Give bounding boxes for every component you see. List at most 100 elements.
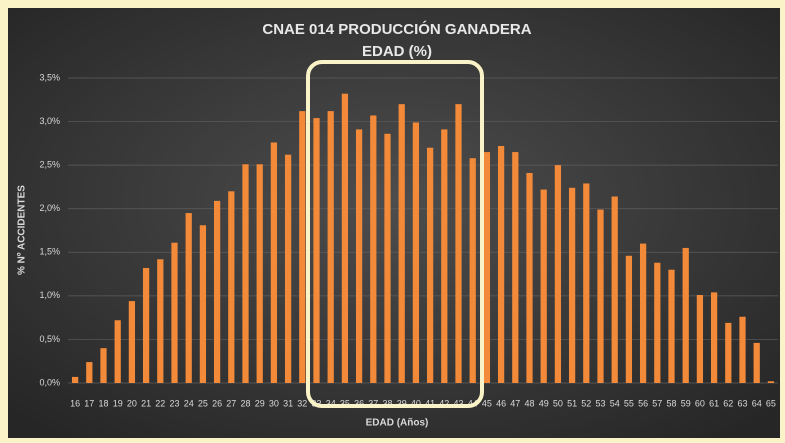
x-tick-label: 38 xyxy=(382,398,392,408)
bar xyxy=(171,242,178,383)
bar xyxy=(86,362,93,383)
x-tick-label: 47 xyxy=(510,398,520,408)
x-tick-label: 30 xyxy=(269,398,279,408)
bar xyxy=(157,259,164,383)
x-tick-label: 50 xyxy=(553,398,563,408)
bar xyxy=(767,381,775,383)
x-tick-label: 26 xyxy=(212,398,222,408)
x-tick-label: 29 xyxy=(255,398,265,408)
bar xyxy=(384,133,391,383)
bar xyxy=(625,255,633,383)
x-tick-label: 62 xyxy=(723,398,733,408)
x-tick-label: 42 xyxy=(439,398,449,408)
bar xyxy=(412,122,420,383)
bar xyxy=(696,294,704,383)
x-tick-label: 58 xyxy=(666,398,676,408)
x-tick-label: 34 xyxy=(326,398,336,408)
bar xyxy=(526,172,533,383)
bar xyxy=(753,342,760,383)
bar xyxy=(568,187,576,383)
x-tick-label: 22 xyxy=(155,398,165,408)
x-tick-label: 18 xyxy=(98,398,108,408)
x-tick-label: 35 xyxy=(340,398,350,408)
x-tick-label: 63 xyxy=(737,398,747,408)
bar xyxy=(327,111,334,383)
bar xyxy=(355,129,363,383)
x-tick-label: 60 xyxy=(695,398,705,408)
x-tick-label: 45 xyxy=(482,398,492,408)
x-tick-label: 48 xyxy=(524,398,534,408)
x-tick-label: 54 xyxy=(610,398,620,408)
plot-background xyxy=(8,8,780,438)
y-tick-label: 0,5% xyxy=(39,334,60,344)
bar xyxy=(398,104,405,384)
y-tick-label: 2,0% xyxy=(39,203,60,213)
bar xyxy=(512,152,519,383)
x-tick-label: 31 xyxy=(283,398,293,408)
bar xyxy=(725,322,732,383)
bar xyxy=(597,209,604,383)
x-tick-label: 49 xyxy=(539,398,549,408)
y-tick-label: 3,0% xyxy=(39,116,60,126)
x-tick-label: 64 xyxy=(752,398,762,408)
x-tick-label: 28 xyxy=(240,398,250,408)
bar xyxy=(469,158,476,383)
x-tick-label: 52 xyxy=(581,398,591,408)
x-axis-title: EDAD (Años) xyxy=(366,418,429,429)
bar xyxy=(199,225,207,383)
bar xyxy=(583,183,590,383)
bar xyxy=(441,129,448,383)
x-tick-label: 25 xyxy=(198,398,208,408)
bar xyxy=(668,269,675,383)
x-tick-label: 41 xyxy=(425,398,435,408)
bar xyxy=(185,213,192,383)
bar xyxy=(654,262,661,383)
bar xyxy=(270,142,278,383)
bar xyxy=(497,145,505,383)
x-tick-label: 32 xyxy=(297,398,307,408)
x-tick-label: 20 xyxy=(127,398,137,408)
y-tick-label: 0,0% xyxy=(39,377,60,387)
x-tick-label: 46 xyxy=(496,398,506,408)
x-tick-label: 23 xyxy=(169,398,179,408)
x-tick-label: 19 xyxy=(113,398,123,408)
bar xyxy=(341,93,349,383)
y-tick-label: 1,5% xyxy=(39,247,60,257)
x-tick-label: 61 xyxy=(709,398,719,408)
x-tick-label: 57 xyxy=(652,398,662,408)
x-tick-label: 39 xyxy=(397,398,407,408)
bar xyxy=(284,154,292,383)
highlight-box xyxy=(306,60,484,408)
chart-subtitle: EDAD (%) xyxy=(362,43,432,60)
y-tick-label: 2,5% xyxy=(39,160,60,170)
x-tick-label: 37 xyxy=(368,398,378,408)
x-tick-label: 56 xyxy=(638,398,648,408)
bar xyxy=(256,164,263,383)
bar xyxy=(611,196,618,383)
x-tick-label: 21 xyxy=(141,398,151,408)
y-tick-label: 3,5% xyxy=(39,72,60,82)
y-tick-label: 1,0% xyxy=(39,290,60,300)
bar xyxy=(299,111,306,383)
bar xyxy=(426,147,434,383)
x-tick-label: 59 xyxy=(681,398,691,408)
bar xyxy=(313,118,320,383)
bar xyxy=(213,200,221,383)
bar xyxy=(242,164,249,383)
x-tick-label: 17 xyxy=(84,398,94,408)
x-tick-label: 36 xyxy=(354,398,364,408)
bar xyxy=(739,316,746,383)
bar xyxy=(370,115,377,383)
x-tick-label: 65 xyxy=(766,398,776,408)
bar xyxy=(455,104,462,384)
x-tick-label: 53 xyxy=(595,398,605,408)
bar xyxy=(100,348,107,383)
bar xyxy=(710,292,718,383)
bar xyxy=(554,165,562,383)
x-tick-label: 55 xyxy=(624,398,634,408)
x-tick-label: 40 xyxy=(411,398,421,408)
bar xyxy=(540,189,547,383)
bar xyxy=(228,191,235,383)
chart-title: CNAE 014 PRODUCCIÓN GANADERA xyxy=(262,20,531,38)
